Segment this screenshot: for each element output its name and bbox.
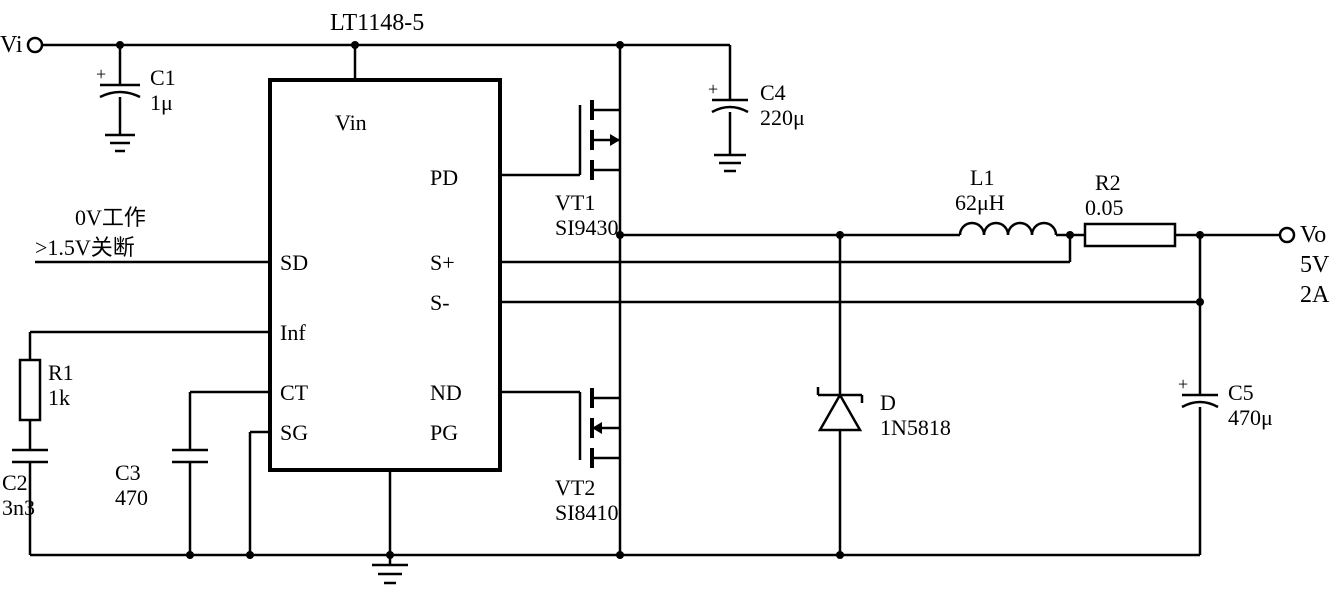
vo-label: Vo bbox=[1300, 222, 1326, 248]
c4-ground bbox=[714, 155, 746, 171]
vi-label: Vi bbox=[0, 32, 23, 58]
ic-pin-sm: S- bbox=[430, 290, 450, 315]
d-val: 1N5818 bbox=[880, 415, 951, 440]
l1-val: 62μH bbox=[955, 190, 1005, 215]
ic-pin-vin: Vin bbox=[335, 110, 367, 135]
vo-i: 2A bbox=[1300, 282, 1330, 308]
ic-pin-pd: PD bbox=[430, 165, 458, 190]
vo-terminal bbox=[1280, 228, 1294, 242]
ic-pin-inf: Inf bbox=[280, 320, 306, 345]
sd-line2: >1.5V关断 bbox=[35, 235, 135, 260]
d-ref: D bbox=[880, 390, 896, 415]
vt2-ref: VT2 bbox=[555, 475, 595, 500]
c5-val: 470μ bbox=[1228, 405, 1273, 430]
c5-capacitor: + bbox=[1178, 302, 1218, 555]
center-ground bbox=[372, 555, 408, 583]
c1-capacitor: + bbox=[96, 41, 140, 135]
c3-val: 470 bbox=[115, 485, 148, 510]
vt1-ref: VT1 bbox=[555, 190, 595, 215]
c4-ref: C4 bbox=[760, 80, 786, 105]
ic-pin-nd: ND bbox=[430, 380, 462, 405]
svg-text:+: + bbox=[708, 79, 718, 99]
c1-ground bbox=[105, 135, 135, 151]
r2-resistor bbox=[1085, 224, 1175, 246]
ic-pin-sd: SD bbox=[280, 250, 308, 275]
vt1-val: SI9430 bbox=[555, 215, 619, 240]
vt2-val: SI8410 bbox=[555, 500, 619, 525]
ic-body bbox=[270, 80, 500, 470]
svg-text:+: + bbox=[96, 64, 106, 84]
ic-pin-sg: SG bbox=[280, 420, 308, 445]
d-diode bbox=[818, 231, 862, 555]
c2-val: 3n3 bbox=[2, 495, 35, 520]
svg-text:+: + bbox=[1178, 374, 1188, 394]
r1-val: 1k bbox=[48, 385, 70, 410]
r1-ref: R1 bbox=[48, 360, 74, 385]
c5-ref: C5 bbox=[1228, 380, 1254, 405]
r2-ref: R2 bbox=[1095, 170, 1121, 195]
sd-line1: 0V工作 bbox=[75, 205, 146, 230]
ic-pin-pg: PG bbox=[430, 420, 458, 445]
r1-resistor bbox=[20, 360, 40, 420]
r2-val: 0.05 bbox=[1085, 195, 1124, 220]
ic-pin-ct: CT bbox=[280, 380, 309, 405]
c4-capacitor: + bbox=[708, 79, 748, 155]
c1-val: 1μ bbox=[150, 90, 173, 115]
ic-pin-sp: S+ bbox=[430, 250, 455, 275]
l1-inductor bbox=[960, 223, 1056, 235]
c1-ref: C1 bbox=[150, 65, 176, 90]
c2-ref: C2 bbox=[2, 470, 28, 495]
vo-v: 5V bbox=[1300, 252, 1330, 278]
vi-terminal bbox=[28, 38, 42, 52]
c3-capacitor bbox=[172, 450, 208, 555]
circuit-diagram: LT1148-5 Vin PD SD S+ S- Inf CT ND SG PG… bbox=[0, 0, 1335, 607]
c3-ref: C3 bbox=[115, 460, 141, 485]
l1-ref: L1 bbox=[970, 165, 994, 190]
c4-val: 220μ bbox=[760, 105, 805, 130]
ic-part-label: LT1148-5 bbox=[330, 10, 424, 36]
